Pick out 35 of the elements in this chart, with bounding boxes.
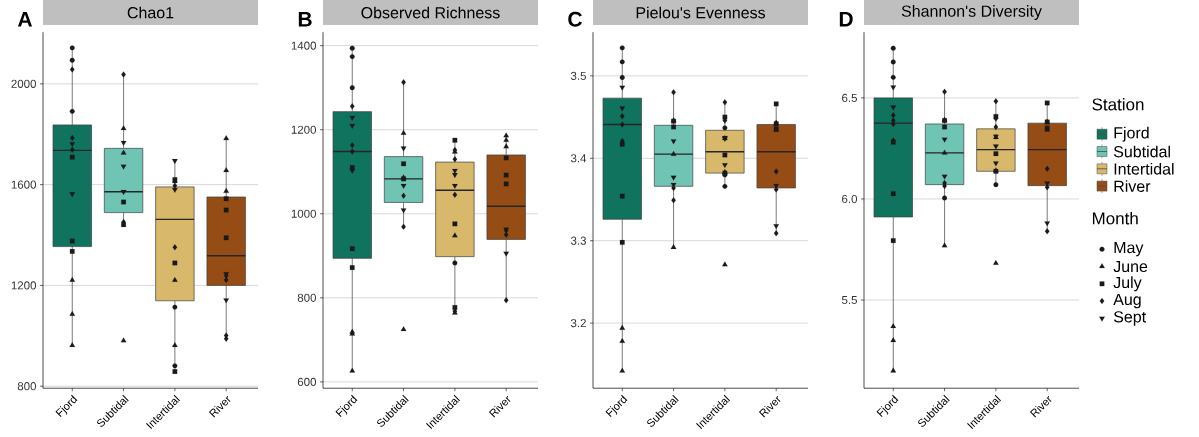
- category-label: Subtidal: [1113, 145, 1170, 158]
- y-tick-label: 3.3: [570, 236, 586, 245]
- legend-label: Aug: [1113, 293, 1141, 309]
- chart-title: Pielou's Evenness: [636, 6, 766, 19]
- chart-title: Chao1: [127, 6, 174, 19]
- y-tick-label: 3.5: [570, 71, 586, 80]
- text: A: [17, 11, 33, 27]
- chart-title: Observed Richness: [361, 6, 500, 19]
- y-tick-label: 3.4: [570, 154, 587, 163]
- y-tick-label: 2000: [11, 79, 37, 88]
- y-tick-label: 1200: [291, 125, 317, 134]
- y-tick-label: 1000: [291, 209, 317, 218]
- text: C: [568, 11, 583, 27]
- y-tick-label: 1400: [291, 41, 317, 50]
- legend-title: Station: [1092, 97, 1144, 111]
- y-tick-label: 800: [17, 382, 37, 391]
- y-tick-label: 5.5: [841, 295, 857, 304]
- y-tick-label: 6.0: [842, 194, 858, 203]
- text: D: [839, 11, 853, 27]
- y-tick-label: 3.2: [570, 318, 586, 328]
- legend-label: May: [1114, 241, 1144, 257]
- y-tick-label: 600: [297, 377, 317, 386]
- y-tick-label: 1600: [11, 180, 37, 189]
- category-label: River: [1114, 180, 1151, 192]
- chart-title: Shannon's Diversity: [901, 4, 1042, 20]
- text: B: [298, 11, 312, 27]
- legend-label: Sept: [1113, 311, 1147, 326]
- category-label: Intertidal: [1114, 162, 1174, 175]
- category-label: Fjord: [1114, 126, 1149, 142]
- text: Month: [1092, 211, 1138, 225]
- legend-label: July: [1113, 276, 1142, 292]
- y-tick-label: 800: [297, 293, 317, 302]
- y-tick-label: 1200: [11, 281, 37, 290]
- legend-label: June: [1113, 260, 1148, 272]
- y-tick-label: 6.5: [842, 93, 857, 102]
